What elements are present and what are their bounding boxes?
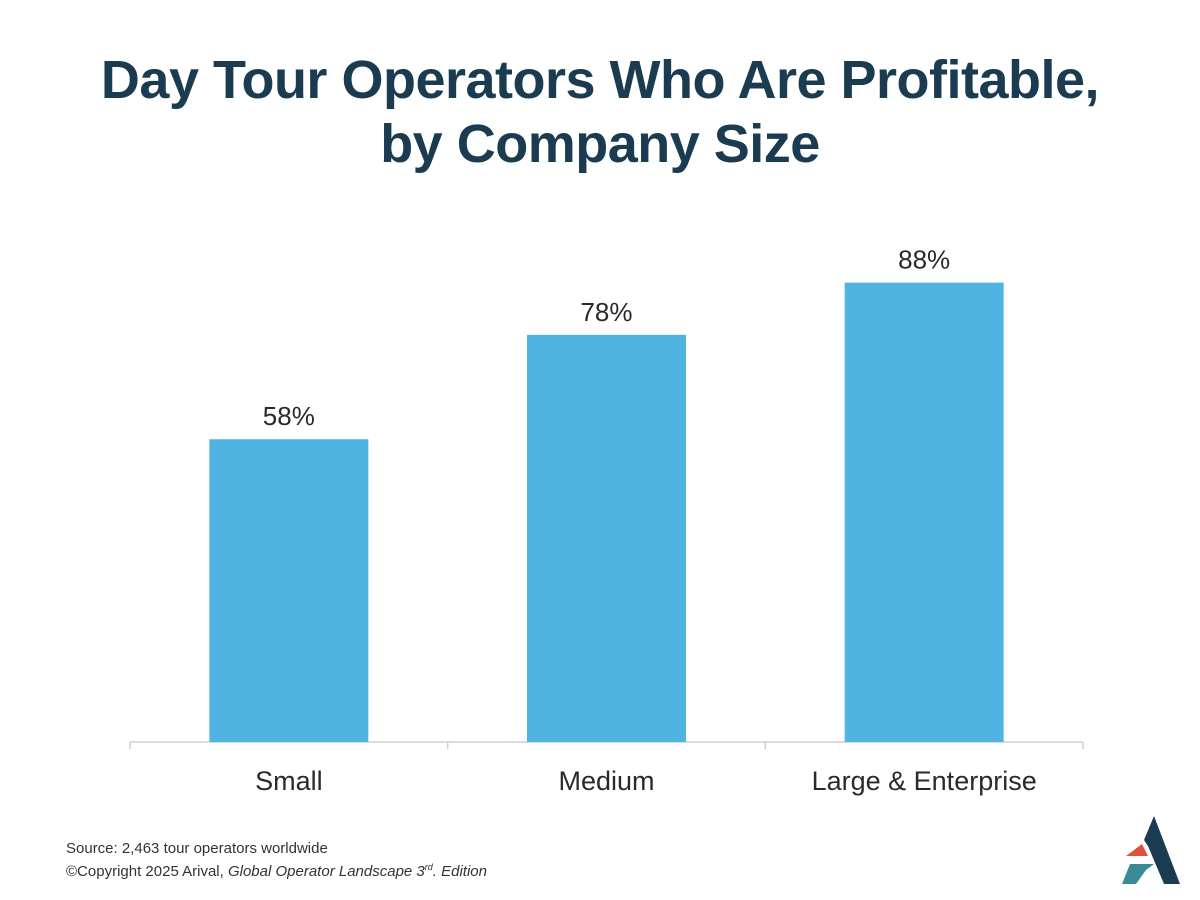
edition-superscript: rd [424,862,433,872]
bar-chart: 58% Small 78% Medium 88% Large & Enterprise [129,245,1084,796]
bar-1 [209,439,369,742]
copyright-note: ©Copyright 2025 Arival, Global Operator … [66,862,487,880]
copyright-text: ©Copyright 2025 Arival, [66,863,228,880]
edition-text: . Edition [432,863,487,880]
bar-2 [527,334,686,742]
category-label: Small [255,766,323,796]
data-label: 58% [263,401,315,431]
data-label: 88% [898,245,950,275]
category-label: Large & Enterprise [812,766,1037,796]
publication-title: Global Operator Landscape 3 [227,863,425,880]
source-note: Source: 2,463 tour operators worldwide [66,840,328,857]
title-line-1: Day Tour Operators Who Are Profitable, [100,50,1100,110]
arival-logo [1122,816,1180,884]
title-line-2: by Company Size [380,114,820,174]
bar-3 [844,282,1004,742]
category-label: Medium [558,766,654,796]
data-label: 78% [580,297,632,327]
chart-title: Day Tour Operators Who Are Profitable, b… [0,48,1200,176]
